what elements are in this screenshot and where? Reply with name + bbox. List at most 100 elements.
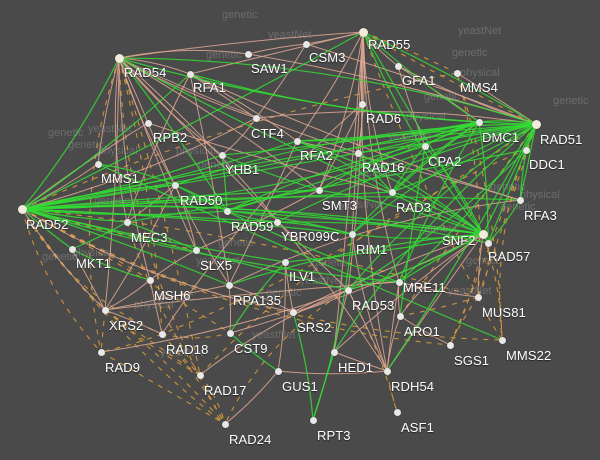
graph-edge-yeastNet[interactable]: [347, 233, 484, 291]
graph-node-label-dmc1[interactable]: DMC1: [482, 130, 520, 145]
graph-edge-yeastNet[interactable]: [118, 57, 484, 235]
graph-edge-physical[interactable]: [104, 184, 176, 311]
graph-node-saw1[interactable]: [244, 50, 252, 58]
graph-node-rad53[interactable]: [344, 286, 352, 294]
graph-edge-physical[interactable]: [147, 122, 393, 193]
graph-node-label-mkt1[interactable]: MKT1: [76, 256, 112, 271]
graph-node-label-hed1[interactable]: HED1: [338, 360, 374, 375]
graph-node-label-rad55[interactable]: RAD55: [368, 37, 411, 52]
graph-node-srs2[interactable]: [289, 308, 297, 316]
graph-edge-yeastNet[interactable]: [276, 123, 537, 223]
graph-node-label-rad6[interactable]: RAD6: [366, 111, 402, 126]
graph-edge-yeastNet[interactable]: [21, 31, 364, 210]
graph-edge-yeastNet[interactable]: [97, 163, 503, 341]
graph-node-label-rfa2[interactable]: RFA2: [300, 148, 333, 163]
graph-edge-physical[interactable]: [189, 73, 298, 142]
graph-edge-genetic[interactable]: [21, 208, 201, 376]
graph-edge-genetic[interactable]: [21, 208, 102, 353]
graph-edge-genetic[interactable]: [477, 242, 490, 298]
graph-edge-yeastNet[interactable]: [21, 154, 223, 210]
graph-edge-genetic[interactable]: [224, 289, 349, 425]
graph-edge-yeastNet[interactable]: [398, 123, 537, 283]
graph-node-label-rpt3[interactable]: RPT3: [317, 428, 351, 443]
graph-edge-yeastNet[interactable]: [333, 123, 537, 353]
graph-edge-yeastNet[interactable]: [21, 208, 286, 263]
graph-node-label-rfa1[interactable]: RFA1: [193, 80, 226, 95]
graph-node-label-ybr099c[interactable]: YBR099C: [281, 229, 340, 244]
graph-edge-physical[interactable]: [118, 49, 249, 59]
graph-edge-physical[interactable]: [477, 233, 484, 298]
graph-edge-physical[interactable]: [118, 57, 149, 124]
graph-edge-yeastNet[interactable]: [362, 31, 480, 123]
graph-node-cpa2[interactable]: [421, 142, 429, 150]
graph-edge-yeastNet[interactable]: [21, 184, 176, 210]
graph-edge-yeastNet[interactable]: [174, 184, 400, 283]
graph-edge-physical[interactable]: [277, 261, 286, 372]
graph-edge-physical[interactable]: [147, 122, 230, 286]
graph-edge-yeastNet[interactable]: [126, 221, 197, 251]
graph-edge-yeastNet[interactable]: [424, 121, 480, 147]
graph-node-rad24[interactable]: [221, 420, 229, 428]
graph-edge-yeastNet[interactable]: [228, 233, 484, 286]
graph-node-cst9[interactable]: [226, 329, 234, 337]
graph-node-aro1[interactable]: [396, 312, 404, 320]
graph-edge-yeastNet[interactable]: [312, 351, 335, 421]
graph-edge-physical[interactable]: [277, 370, 388, 375]
graph-edge-yeastNet[interactable]: [351, 123, 537, 235]
graph-node-label-rfa3[interactable]: RFA3: [524, 208, 557, 223]
graph-edge-physical[interactable]: [126, 184, 176, 223]
graph-node-label-rad3[interactable]: RAD3: [396, 200, 432, 215]
graph-node-rfa2[interactable]: [293, 137, 301, 145]
graph-node-hed1[interactable]: [330, 348, 338, 356]
graph-edge-physical[interactable]: [21, 117, 257, 210]
graph-edge-genetic[interactable]: [104, 309, 201, 376]
graph-edge-yeastNet[interactable]: [362, 31, 484, 235]
graph-node-rfa3[interactable]: [516, 196, 524, 204]
graph-node-rpb2[interactable]: [144, 119, 152, 127]
graph-node-label-gfa1[interactable]: GFA1: [402, 73, 436, 88]
graph-edge-physical[interactable]: [255, 111, 537, 125]
graph-edge-physical[interactable]: [104, 57, 120, 311]
graph-node-label-csm3[interactable]: CSM3: [309, 50, 346, 65]
graph-edge-yeastNet[interactable]: [126, 149, 527, 223]
graph-edge-yeastNet[interactable]: [229, 261, 286, 334]
graph-node-mus81[interactable]: [474, 293, 482, 301]
graph-edge-physical[interactable]: [100, 289, 349, 353]
graph-node-rad17[interactable]: [196, 371, 204, 379]
graph-node-label-aro1[interactable]: ARO1: [404, 324, 440, 339]
graph-node-rad52[interactable]: [17, 204, 27, 214]
graph-edge-physical[interactable]: [399, 233, 484, 317]
graph-edge-yeastNet[interactable]: [226, 210, 278, 223]
graph-node-ctf4[interactable]: [252, 114, 260, 122]
graph-node-mms4[interactable]: [453, 69, 461, 77]
graph-edge-genetic[interactable]: [199, 374, 226, 425]
graph-edge-genetic[interactable]: [362, 31, 458, 74]
graph-node-rad9[interactable]: [97, 348, 105, 356]
graph-edge-genetic[interactable]: [21, 208, 197, 251]
graph-node-rfa1[interactable]: [186, 70, 194, 78]
graph-edge-physical[interactable]: [351, 31, 364, 235]
graph-edge-physical[interactable]: [104, 281, 400, 311]
graph-node-mec3[interactable]: [123, 218, 131, 226]
graph-node-label-asf1[interactable]: ASF1: [401, 420, 434, 435]
graph-node-rad59[interactable]: [223, 207, 231, 215]
graph-node-ddc1[interactable]: [522, 146, 530, 154]
graph-edge-yeastNet[interactable]: [21, 57, 120, 210]
graph-edge-physical[interactable]: [228, 284, 294, 313]
graph-edge-genetic[interactable]: [449, 296, 479, 346]
graph-edge-yeastNet[interactable]: [296, 140, 484, 235]
graph-node-label-smt3[interactable]: SMT3: [322, 198, 358, 213]
graph-edge-genetic[interactable]: [499, 123, 537, 341]
graph-edge-genetic[interactable]: [161, 333, 201, 376]
graph-edge-physical[interactable]: [71, 248, 106, 311]
graph-edge-yeastNet[interactable]: [284, 233, 484, 263]
graph-node-rad50[interactable]: [171, 181, 179, 189]
graph-edge-yeastNet[interactable]: [478, 121, 489, 244]
graph-edge-physical[interactable]: [296, 31, 364, 142]
graph-edge-genetic[interactable]: [362, 31, 537, 125]
graph-edge-physical[interactable]: [351, 233, 388, 372]
graph-edge-physical[interactable]: [21, 208, 106, 311]
graph-node-label-mms22[interactable]: MMS22: [506, 348, 552, 363]
graph-edge-yeastNet[interactable]: [318, 121, 480, 191]
graph-edge-yeastNet[interactable]: [71, 248, 151, 281]
